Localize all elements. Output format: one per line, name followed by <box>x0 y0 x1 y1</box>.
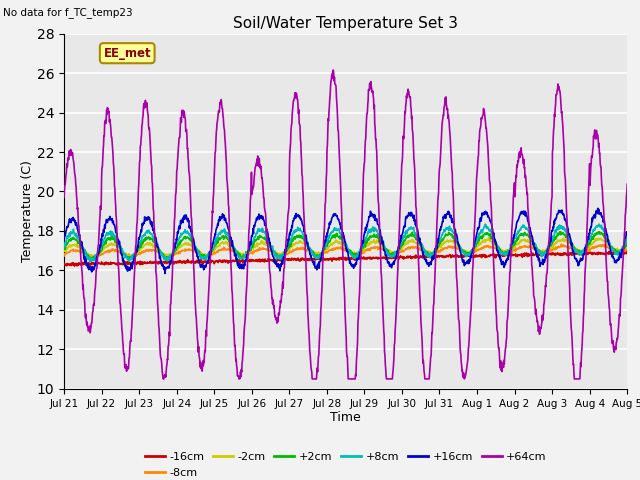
Title: Soil/Water Temperature Set 3: Soil/Water Temperature Set 3 <box>233 16 458 31</box>
Y-axis label: Temperature (C): Temperature (C) <box>20 160 34 262</box>
X-axis label: Time: Time <box>330 411 361 424</box>
Text: No data for f_TC_temp23: No data for f_TC_temp23 <box>3 7 133 18</box>
Legend: -16cm, -8cm, -2cm, +2cm, +8cm, +16cm, +64cm: -16cm, -8cm, -2cm, +2cm, +8cm, +16cm, +6… <box>140 448 551 480</box>
Text: EE_met: EE_met <box>104 47 151 60</box>
